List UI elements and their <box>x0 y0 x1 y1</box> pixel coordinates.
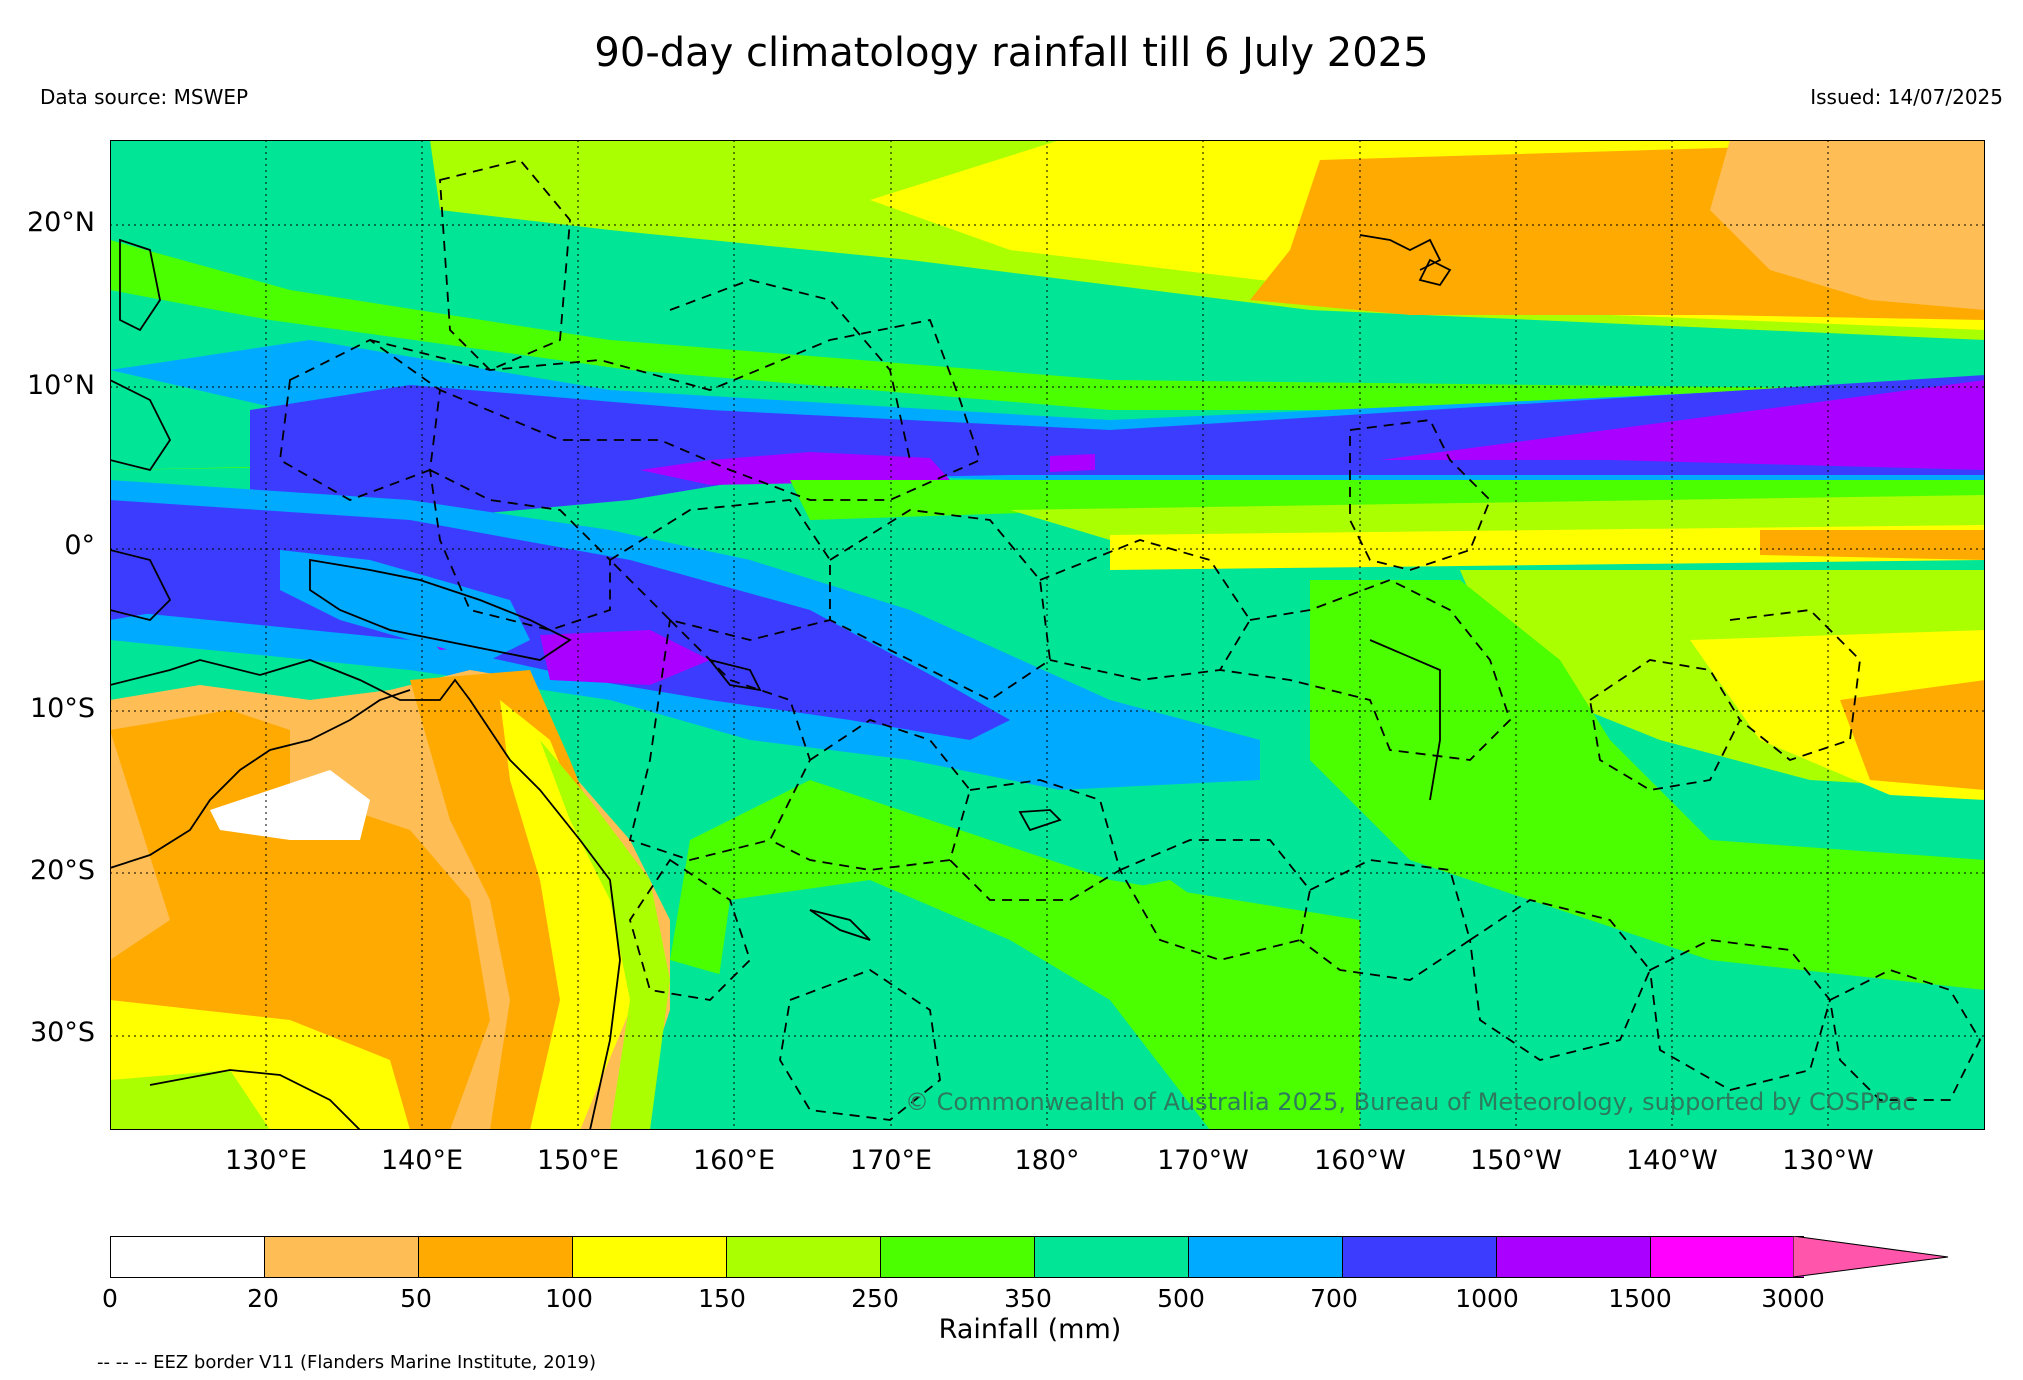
colorbar-tick-label: 350 <box>1004 1284 1052 1313</box>
colorbar-tick-label: 150 <box>698 1284 746 1313</box>
colorbar-tick-label: 50 <box>400 1284 432 1313</box>
map-title: 90-day climatology rainfall till 6 July … <box>594 30 1429 76</box>
colorbar-tick-label: 1000 <box>1455 1284 1519 1313</box>
colorbar-segment <box>1034 1236 1188 1278</box>
lon-label: 160°E <box>692 1145 776 1176</box>
colorbar-segment <box>1188 1236 1342 1278</box>
lon-label: 170°E <box>849 1145 933 1176</box>
colorbar-extend-arrow <box>1793 1236 1949 1278</box>
colorbar-segment <box>880 1236 1034 1278</box>
colorbar-segment <box>726 1236 880 1278</box>
colorbar-tick-label: 3000 <box>1761 1284 1825 1313</box>
colorbar-segment <box>572 1236 726 1278</box>
copyright-notice: © Commonwealth of Australia 2025, Bureau… <box>905 1088 1916 1116</box>
lon-label: 170°W <box>1157 1145 1249 1176</box>
rainfall-map <box>110 140 1985 1130</box>
eez-note: -- -- -- EEZ border V11 (Flanders Marine… <box>97 1352 597 1373</box>
colorbar-tick-label: 100 <box>545 1284 593 1313</box>
lon-label: 140°W <box>1626 1145 1718 1176</box>
issued-date-label: Issued: 14/07/2025 <box>1810 85 2003 109</box>
lat-label: 0° <box>64 530 95 561</box>
colorbar-segment <box>418 1236 572 1278</box>
colorbar-segment <box>264 1236 418 1278</box>
colorbar-segment <box>110 1236 264 1278</box>
colorbar-segment <box>1342 1236 1496 1278</box>
lon-label: 130°E <box>224 1145 308 1176</box>
colorbar-title: Rainfall (mm) <box>938 1314 1122 1345</box>
colorbar-tick-label: 700 <box>1310 1284 1358 1313</box>
rainfall-field <box>110 140 1985 1130</box>
lat-label: 10°N <box>26 370 95 401</box>
lon-label: 150°E <box>536 1145 620 1176</box>
lon-label: 160°W <box>1314 1145 1406 1176</box>
data-source-label: Data source: MSWEP <box>40 85 249 109</box>
lat-label: 20°S <box>30 855 95 886</box>
colorbar-tick-label: 1500 <box>1608 1284 1672 1313</box>
lon-label: 180° <box>1014 1145 1080 1176</box>
lon-label: 150°W <box>1470 1145 1562 1176</box>
colorbar <box>110 1236 1949 1278</box>
colorbar-segment <box>1496 1236 1650 1278</box>
lat-label: 20°N <box>26 207 95 238</box>
map-frame <box>110 140 1985 1130</box>
lon-label: 130°W <box>1782 1145 1874 1176</box>
colorbar-segment <box>1650 1236 1804 1278</box>
lon-label: 140°E <box>380 1145 464 1176</box>
colorbar-tick-label: 500 <box>1157 1284 1205 1313</box>
lat-label: 10°S <box>30 693 95 724</box>
colorbar-tick-label: 20 <box>247 1284 279 1313</box>
lat-label: 30°S <box>30 1017 95 1048</box>
colorbar-tick-label: 0 <box>102 1284 118 1313</box>
colorbar-tick-label: 250 <box>851 1284 899 1313</box>
